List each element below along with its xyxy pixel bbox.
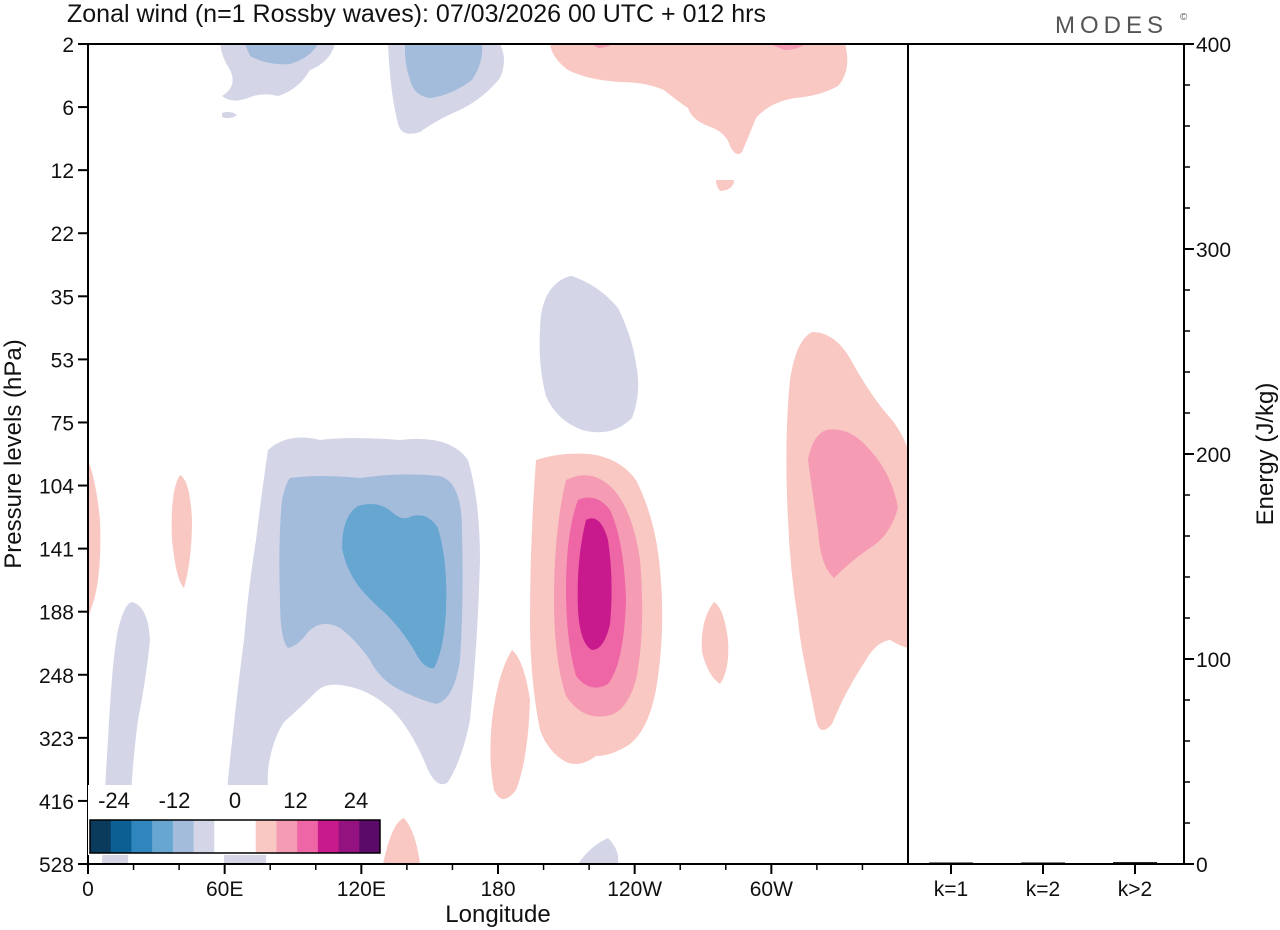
contour-neg-blob	[539, 276, 639, 433]
y-tick-label: 104	[39, 476, 74, 499]
colorbar-swatch	[172, 820, 195, 853]
y-tick-label: 12	[51, 160, 74, 183]
colorbar-swatch	[90, 820, 112, 853]
colorbar-label: 12	[283, 788, 307, 813]
energy-bar	[929, 862, 973, 864]
colorbar-swatch	[110, 820, 132, 853]
colorbar-swatch	[214, 820, 236, 853]
y-axis-ticks: 2 6 12 22 35 53 75 104 141 188 248 323 416 528	[39, 34, 88, 877]
colorbar-label: -12	[159, 788, 191, 813]
y-tick-label: 323	[39, 728, 74, 751]
colorbar-swatch	[297, 820, 319, 853]
energy-bar	[1113, 862, 1157, 864]
energy-panel-frame	[907, 43, 1185, 865]
energy-bar	[1021, 862, 1065, 864]
contour-field	[88, 44, 908, 864]
contour-neg-lobe	[222, 111, 237, 119]
contour-pos-lobe	[716, 180, 734, 191]
colorbar-swatch	[193, 820, 215, 853]
contour-neg-lobe	[245, 44, 318, 65]
x-tick-label: 60W	[750, 878, 793, 901]
contour-neg-main	[342, 504, 447, 669]
contour-pos-right	[808, 429, 898, 578]
y-tick-label: 188	[39, 602, 74, 625]
colorbar-swatch	[359, 820, 381, 853]
x-axis-ticks: 0 60E 120E 180 120W 60W	[82, 864, 864, 901]
y2-tick-label: 200	[1196, 444, 1231, 467]
y-axis-label: Pressure levels (hPa)	[0, 339, 27, 568]
y2-tick-label: 300	[1196, 239, 1231, 262]
contour-pos-lobe	[550, 44, 848, 154]
energy-category-label: k>2	[1118, 878, 1152, 901]
colorbar: -24 -12 0 12 24	[88, 785, 382, 855]
x-tick-label: 180	[480, 878, 515, 901]
contour-neg-lobe	[220, 44, 335, 101]
brand-logo: MODES	[1055, 12, 1168, 39]
y2-axis-label: Energy (J/kg)	[1252, 383, 1279, 526]
y-tick-label: 416	[39, 791, 74, 814]
brand-mark: ©	[1180, 12, 1188, 23]
y-tick-label: 75	[51, 412, 74, 435]
chart-title: Zonal wind (n=1 Rossby waves): 07/03/202…	[67, 0, 766, 28]
x-tick-label: 120W	[607, 878, 662, 901]
colorbar-label: 0	[229, 788, 241, 813]
colorbar-swatch	[255, 820, 277, 853]
contour-pos-blob	[171, 475, 192, 588]
colorbar-swatch	[338, 820, 360, 853]
y-tick-label: 141	[39, 539, 74, 562]
colorbar-swatch	[152, 820, 174, 853]
y2-tick-label: 400	[1196, 34, 1231, 57]
y2-axis-ticks: 0 100 200 300 400	[1184, 34, 1231, 877]
y-tick-label: 53	[51, 349, 74, 372]
x-tick-label: 0	[82, 878, 94, 901]
colorbar-swatch	[235, 820, 257, 853]
contour-pos-blob	[490, 650, 530, 799]
energy-bars: k=1 k=2 k>2	[929, 862, 1157, 901]
y2-tick-label: 100	[1196, 649, 1231, 672]
y-tick-label: 22	[51, 223, 74, 246]
colorbar-swatch	[317, 820, 340, 853]
y-tick-label: 248	[39, 665, 74, 688]
contour-pos-blob	[701, 602, 729, 684]
y-tick-label: 35	[51, 286, 74, 309]
contour-pos-edge	[88, 460, 101, 618]
y-tick-label: 6	[62, 97, 74, 120]
colorbar-swatch	[276, 820, 298, 853]
colorbar-frame	[89, 819, 381, 854]
contour-pos-blob	[383, 818, 420, 864]
contour-pos-lobe	[770, 44, 805, 50]
colorbar-label: -24	[98, 788, 130, 813]
contour-pos-main	[577, 518, 612, 650]
colorbar-label: 24	[344, 788, 368, 813]
y-tick-label: 2	[62, 34, 74, 57]
y-tick-label: 528	[39, 854, 74, 877]
x-axis-label: Longitude	[445, 901, 550, 928]
x-tick-label: 120E	[337, 878, 386, 901]
contour-neg-lobe	[404, 44, 483, 98]
energy-category-label: k=2	[1026, 878, 1060, 901]
energy-category-label: k=1	[934, 878, 968, 901]
y2-tick-label: 0	[1196, 854, 1208, 877]
colorbar-swatch	[131, 820, 153, 853]
x-tick-label: 60E	[206, 878, 243, 901]
contour-neg-blob	[578, 838, 619, 864]
